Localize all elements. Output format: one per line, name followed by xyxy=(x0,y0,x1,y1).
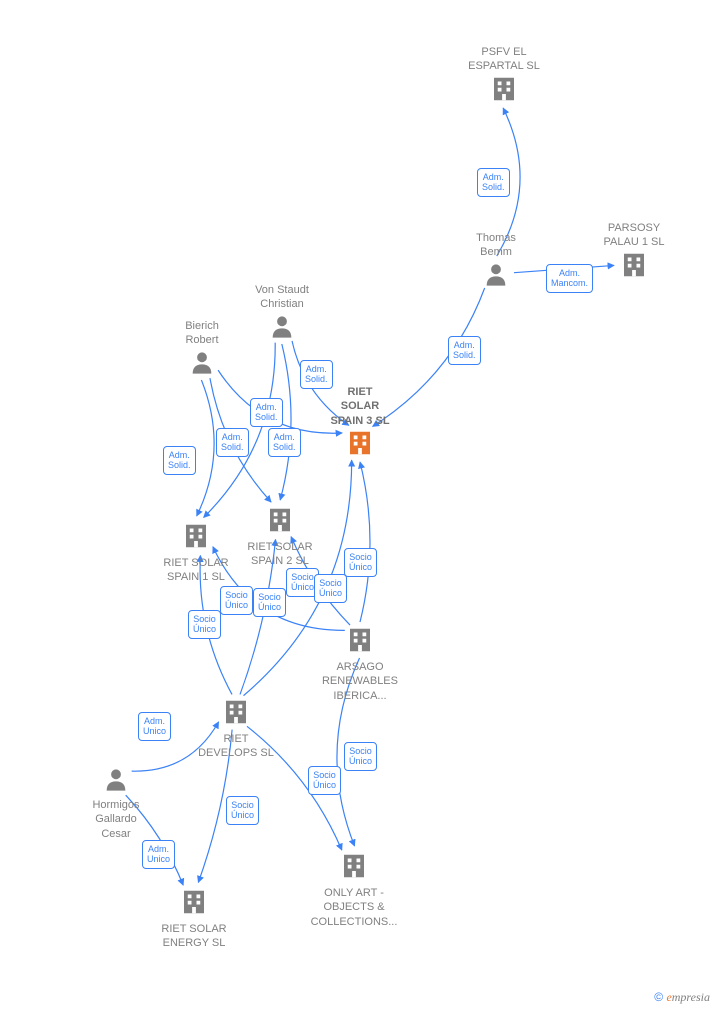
edge-label: Socio Único xyxy=(344,742,377,771)
edge-bierich-riet1 xyxy=(197,380,214,516)
edge-label: Adm. Solid. xyxy=(268,428,301,457)
edge-label: Adm. Solid. xyxy=(216,428,249,457)
edge-label: Adm. Solid. xyxy=(477,168,510,197)
node-label: ONLY ART - OBJECTS & COLLECTIONS... xyxy=(309,886,399,929)
node-thomas[interactable]: Thomas Bemm xyxy=(451,231,541,293)
building-icon xyxy=(221,697,251,727)
building-icon xyxy=(339,851,369,881)
edge-label: Socio Único xyxy=(308,766,341,795)
node-label: RIET SOLAR SPAIN 2 SL xyxy=(235,540,325,569)
node-label: RIET SOLAR SPAIN 1 SL xyxy=(151,556,241,585)
node-riet3[interactable]: RIET SOLAR SPAIN 3 SL xyxy=(315,385,405,463)
node-label: Hormigos Gallardo Cesar xyxy=(71,798,161,841)
node-riet2[interactable]: RIET SOLAR SPAIN 2 SL xyxy=(235,505,325,569)
node-parsosy[interactable]: PARSOSY PALAU 1 SL xyxy=(589,221,679,285)
node-label: Bierich Robert xyxy=(157,319,247,348)
node-label: RIET SOLAR SPAIN 3 SL xyxy=(315,385,405,428)
edge-label: Adm. Solid. xyxy=(250,398,283,427)
edge-label: Socio Único xyxy=(314,574,347,603)
node-hormigos[interactable]: Hormigos Gallardo Cesar xyxy=(71,765,161,841)
node-riet1[interactable]: RIET SOLAR SPAIN 1 SL xyxy=(151,521,241,585)
building-icon xyxy=(345,428,375,458)
building-icon xyxy=(265,505,295,535)
node-onlyart[interactable]: ONLY ART - OBJECTS & COLLECTIONS... xyxy=(309,851,399,929)
edge-label: Adm. Solid. xyxy=(163,446,196,475)
node-develops[interactable]: RIET DEVELOPS SL xyxy=(191,697,281,761)
edge-label: Adm. Solid. xyxy=(300,360,333,389)
node-label: RIET DEVELOPS SL xyxy=(191,732,281,761)
edge-arsago-riet3 xyxy=(360,462,370,622)
building-icon xyxy=(489,74,519,104)
edge-label: Socio Único xyxy=(220,586,253,615)
person-icon xyxy=(482,260,510,288)
edge-label: Socio Único xyxy=(188,610,221,639)
edge-label: Socio Único xyxy=(226,796,259,825)
edge-label: Adm. Unico xyxy=(138,712,171,741)
copyright-symbol: © xyxy=(654,990,663,1004)
edge-label: Adm. Solid. xyxy=(448,336,481,365)
node-label: RIET SOLAR ENERGY SL xyxy=(149,922,239,951)
edge-label: Socio Único xyxy=(253,588,286,617)
node-psfv[interactable]: PSFV EL ESPARTAL SL xyxy=(459,45,549,109)
person-icon xyxy=(102,765,130,793)
node-vonstaudt[interactable]: Von Staudt Christian xyxy=(237,283,327,345)
person-icon xyxy=(268,312,296,340)
node-label: PARSOSY PALAU 1 SL xyxy=(589,221,679,250)
building-icon xyxy=(181,521,211,551)
person-icon xyxy=(188,348,216,376)
node-bierich[interactable]: Bierich Robert xyxy=(157,319,247,381)
node-label: ARSAGO RENEWABLES IBERICA... xyxy=(315,660,405,703)
footer-attribution: © empresia xyxy=(654,990,710,1005)
building-icon xyxy=(179,887,209,917)
building-icon xyxy=(345,625,375,655)
node-label: Thomas Bemm xyxy=(451,231,541,260)
edge-label: Adm. Mancom. xyxy=(546,264,593,293)
node-energy[interactable]: RIET SOLAR ENERGY SL xyxy=(149,887,239,951)
brand-rest: mpresia xyxy=(672,990,710,1004)
node-label: Von Staudt Christian xyxy=(237,283,327,312)
edge-label: Adm. Unico xyxy=(142,840,175,869)
edge-label: Socio Único xyxy=(344,548,377,577)
node-arsago[interactable]: ARSAGO RENEWABLES IBERICA... xyxy=(315,625,405,703)
node-label: PSFV EL ESPARTAL SL xyxy=(459,45,549,74)
building-icon xyxy=(619,250,649,280)
